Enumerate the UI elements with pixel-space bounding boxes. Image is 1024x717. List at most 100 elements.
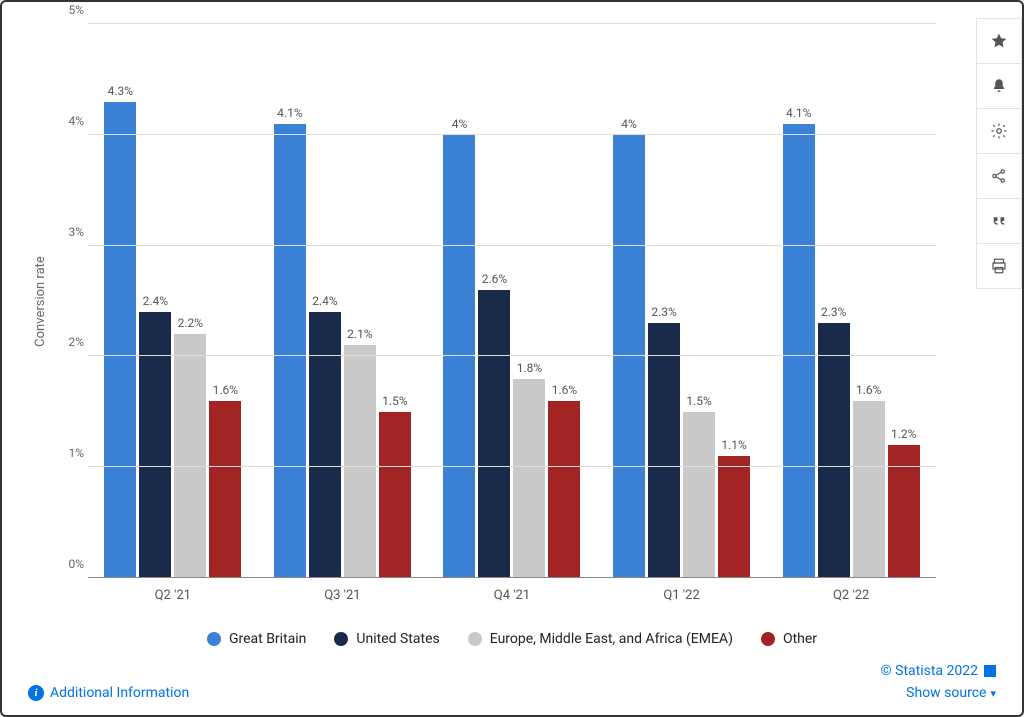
legend-swatch [468, 632, 482, 646]
bar-value-label: 4% [452, 117, 468, 131]
gridline [88, 134, 936, 135]
bar-group: 4.1%2.4%2.1%1.5% [258, 24, 428, 578]
legend-swatch [207, 632, 221, 646]
bar[interactable]: 4.3% [104, 102, 136, 578]
bar[interactable]: 2.4% [309, 312, 341, 578]
bar-wrap: 2.2% [174, 24, 206, 578]
bar[interactable]: 4% [613, 135, 645, 578]
bar-wrap: 4.1% [274, 24, 306, 578]
x-tick-label: Q3 '21 [258, 578, 428, 603]
print-icon [990, 257, 1008, 275]
legend-swatch [761, 632, 775, 646]
show-source-link[interactable]: Show source ▾ [906, 685, 996, 701]
gridline [88, 245, 936, 246]
bar[interactable]: 2.3% [648, 323, 680, 578]
legend-item[interactable]: Europe, Middle East, and Africa (EMEA) [468, 631, 733, 647]
gridline [88, 466, 936, 467]
bar-value-label: 1.5% [686, 394, 711, 408]
bar-wrap: 4% [613, 24, 645, 578]
x-tick-label: Q1 '22 [597, 578, 767, 603]
y-tick-label: 3% [68, 225, 84, 239]
bar-value-label: 2.6% [482, 272, 507, 286]
bar-wrap: 2.3% [818, 24, 850, 578]
legend-item[interactable]: Other [761, 631, 817, 647]
bar-value-label: 4.1% [786, 106, 811, 120]
bar-value-label: 2.4% [312, 294, 337, 308]
show-source-label: Show source [906, 685, 986, 701]
bar-wrap: 4% [443, 24, 475, 578]
share-button[interactable] [976, 154, 1022, 199]
bar-value-label: 1.1% [721, 438, 746, 452]
gridline [88, 23, 936, 24]
bar[interactable]: 1.5% [379, 412, 411, 578]
bar-group: 4.3%2.4%2.2%1.6% [88, 24, 258, 578]
bar[interactable]: 2.6% [478, 290, 510, 578]
legend-item[interactable]: Great Britain [207, 631, 306, 647]
gear-icon [990, 122, 1008, 140]
bar-value-label: 2.1% [347, 327, 372, 341]
bar-value-label: 1.5% [382, 394, 407, 408]
bar[interactable]: 4.1% [274, 124, 306, 578]
bell-icon [990, 77, 1008, 95]
print-button[interactable] [976, 244, 1022, 289]
x-tick-label: Q4 '21 [427, 578, 597, 603]
bar-wrap: 2.3% [648, 24, 680, 578]
favorite-button[interactable] [976, 18, 1022, 64]
chevron-down-icon: ▾ [990, 687, 996, 700]
x-axis-ticks: Q2 '21Q3 '21Q4 '21Q1 '22Q2 '22 [88, 578, 936, 603]
bar[interactable]: 1.6% [548, 401, 580, 578]
bar-wrap: 2.6% [478, 24, 510, 578]
bar[interactable]: 1.2% [888, 445, 920, 578]
flag-icon [984, 665, 996, 677]
x-tick-label: Q2 '22 [766, 578, 936, 603]
bar[interactable]: 1.5% [683, 412, 715, 578]
notifications-button[interactable] [976, 64, 1022, 109]
bar-group: 4.1%2.3%1.6%1.2% [766, 24, 936, 578]
copyright-text: © Statista 2022 [881, 663, 996, 679]
chart-footer: i Additional Information © Statista 2022… [28, 657, 996, 701]
y-tick-label: 5% [68, 3, 84, 17]
chart-toolbar [976, 18, 1022, 289]
bar[interactable]: 4% [443, 135, 475, 578]
bar[interactable]: 4.1% [783, 124, 815, 578]
star-icon [990, 32, 1008, 50]
bar-value-label: 1.6% [552, 383, 577, 397]
bar[interactable]: 1.6% [209, 401, 241, 578]
bar-value-label: 2.2% [178, 316, 203, 330]
bar-value-label: 2.3% [821, 305, 846, 319]
bar[interactable]: 2.3% [818, 323, 850, 578]
bar-wrap: 1.6% [853, 24, 885, 578]
bar-groups: 4.3%2.4%2.2%1.6%4.1%2.4%2.1%1.5%4%2.6%1.… [88, 24, 936, 578]
bar-wrap: 1.6% [548, 24, 580, 578]
y-tick-label: 2% [68, 335, 84, 349]
bar-wrap: 4.1% [783, 24, 815, 578]
bar[interactable]: 2.1% [344, 345, 376, 578]
cite-button[interactable] [976, 199, 1022, 244]
bar-wrap: 1.5% [683, 24, 715, 578]
bar-group: 4%2.3%1.5%1.1% [597, 24, 767, 578]
bar-wrap: 2.4% [139, 24, 171, 578]
additional-info-label: Additional Information [50, 685, 189, 701]
bar-value-label: 1.6% [856, 383, 881, 397]
legend-label: Other [783, 631, 817, 647]
bar-value-label: 1.6% [213, 383, 238, 397]
bar[interactable]: 2.4% [139, 312, 171, 578]
legend-item[interactable]: United States [334, 631, 439, 647]
bar-wrap: 2.1% [344, 24, 376, 578]
bar-group: 4%2.6%1.8%1.6% [427, 24, 597, 578]
bar[interactable]: 1.1% [718, 456, 750, 578]
bar[interactable]: 2.2% [174, 334, 206, 578]
bar-wrap: 1.6% [209, 24, 241, 578]
settings-button[interactable] [976, 109, 1022, 154]
bar[interactable]: 1.6% [853, 401, 885, 578]
copyright-label: © Statista 2022 [881, 663, 978, 679]
info-icon: i [28, 685, 44, 701]
bar-wrap: 1.8% [513, 24, 545, 578]
chart-area: Conversion rate 0%1%2%3%4%5% 4.3%2.4%2.2… [28, 24, 996, 578]
bar[interactable]: 1.8% [513, 379, 545, 578]
quote-icon [990, 212, 1008, 230]
y-axis-label-container: Conversion rate [28, 24, 52, 578]
additional-info-link[interactable]: i Additional Information [28, 685, 189, 701]
x-tick-label: Q2 '21 [88, 578, 258, 603]
gridline [88, 355, 936, 356]
